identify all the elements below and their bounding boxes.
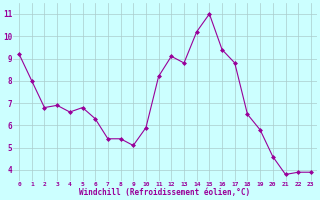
X-axis label: Windchill (Refroidissement éolien,°C): Windchill (Refroidissement éolien,°C) xyxy=(79,188,251,197)
